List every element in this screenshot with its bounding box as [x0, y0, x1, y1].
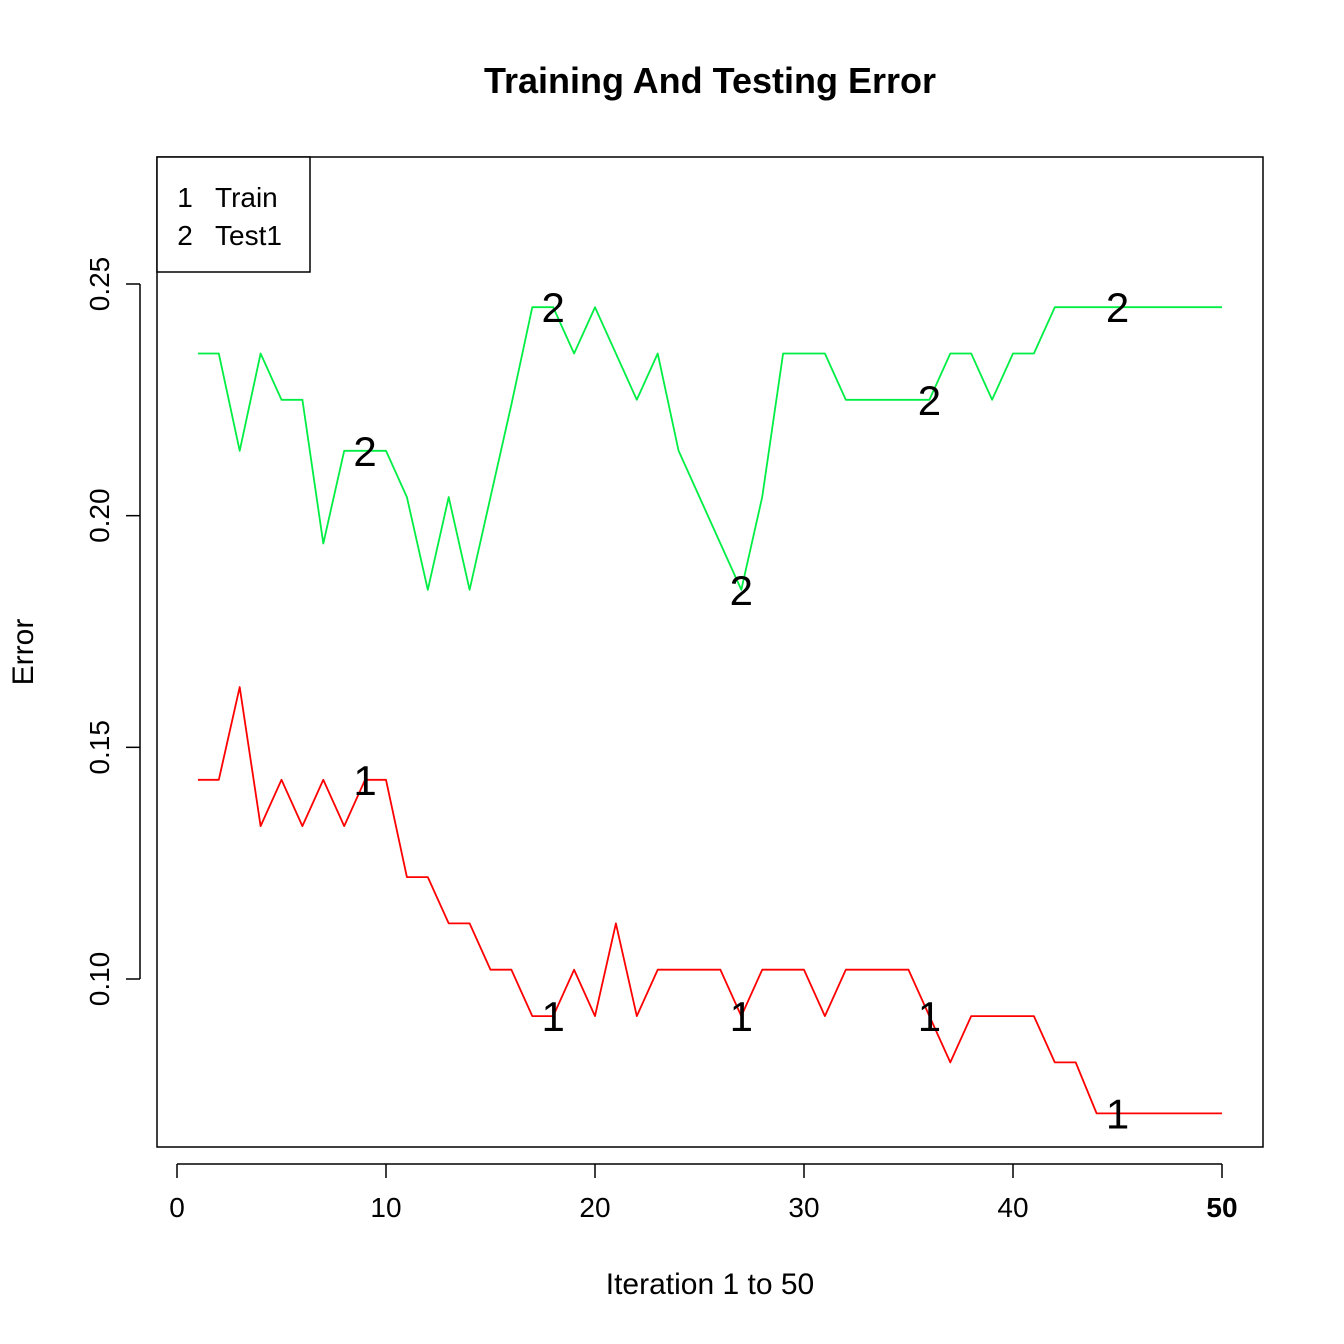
- series-1-line: [197, 686, 1222, 1115]
- legend-symbol: 1: [177, 182, 193, 213]
- plot-frame: [156, 156, 1264, 1148]
- x-axis: 0 10 20 30 40 50: [169, 1163, 1238, 1223]
- y-axis: 0.10 0.15 0.20 0.25: [84, 257, 141, 1007]
- y-tick-label: 0.25: [84, 257, 115, 312]
- y-axis-label: Error: [7, 619, 40, 686]
- legend-label: Train: [215, 182, 278, 213]
- y-tick-label: 0.15: [84, 720, 115, 775]
- legend-symbol: 2: [177, 220, 193, 251]
- series-1-marker: 1: [1106, 1090, 1129, 1137]
- series-2-marker: 2: [918, 377, 941, 424]
- series-2-line: [197, 306, 1222, 591]
- x-tick-label: 0: [169, 1192, 185, 1223]
- series-2-marker: 2: [353, 428, 376, 475]
- legend: 1 Train 2 Test1: [156, 156, 311, 273]
- chart-title: Training And Testing Error: [484, 60, 936, 101]
- x-tick-label: 30: [788, 1192, 819, 1223]
- series-layer: 1 1 1 1 1 2 2 2 2 2: [197, 284, 1222, 1137]
- series-2-marker: 2: [730, 567, 753, 614]
- series-2-marker: 2: [1106, 284, 1129, 331]
- series-1-marker: 1: [353, 757, 376, 804]
- x-tick-label: 10: [370, 1192, 401, 1223]
- legend-label: Test1: [215, 220, 282, 251]
- x-tick-label: 40: [997, 1192, 1028, 1223]
- x-axis-label: Iteration 1 to 50: [606, 1268, 814, 1301]
- x-tick-label: 50: [1206, 1192, 1237, 1223]
- series-1-marker: 1: [918, 993, 941, 1040]
- series-1-marker: 1: [730, 993, 753, 1040]
- series-1-marker: 1: [542, 993, 565, 1040]
- series-2-marker: 2: [542, 284, 565, 331]
- legend-box: [156, 156, 311, 273]
- y-tick-label: 0.10: [84, 952, 115, 1007]
- x-tick-label: 20: [579, 1192, 610, 1223]
- y-tick-label: 0.20: [84, 488, 115, 543]
